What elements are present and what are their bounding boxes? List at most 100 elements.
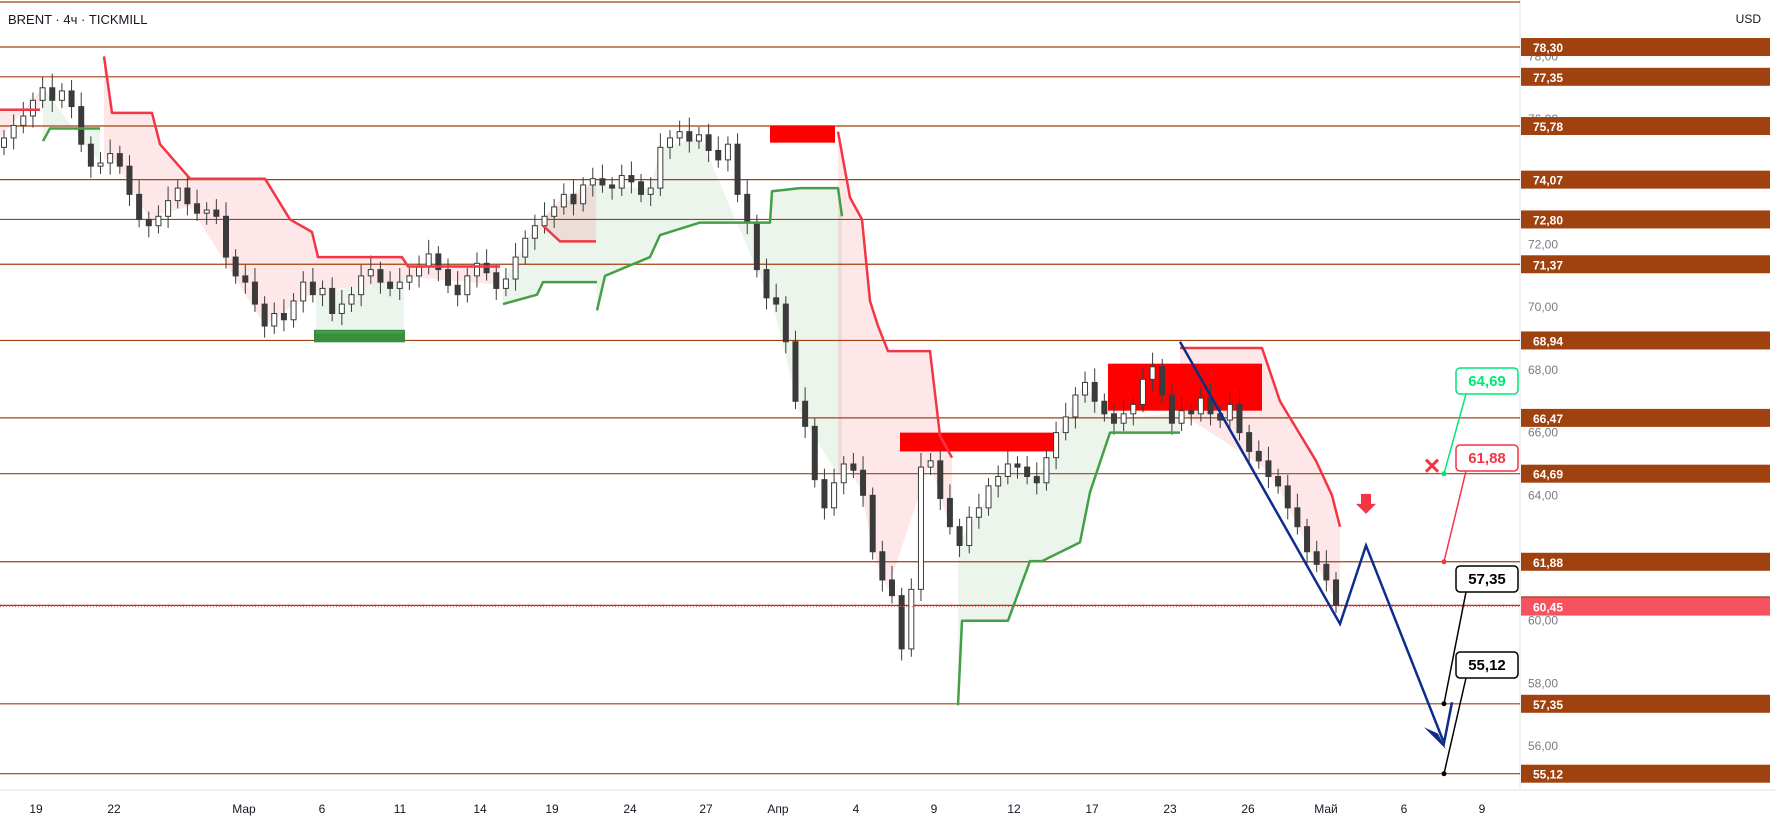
candle-down bbox=[1033, 476, 1040, 484]
level-label-bg bbox=[1521, 331, 1770, 350]
x-tick-label: Мар bbox=[232, 802, 256, 816]
candle-up bbox=[917, 466, 924, 590]
candle-down bbox=[387, 281, 394, 289]
level-label: 72,80 bbox=[1533, 213, 1563, 227]
candle-up bbox=[908, 588, 915, 650]
callout-pointer bbox=[1443, 677, 1467, 774]
level-label-bg bbox=[1521, 764, 1770, 783]
x-tick-label: 27 bbox=[699, 802, 713, 816]
candle-up bbox=[1120, 413, 1127, 424]
candle-down bbox=[705, 134, 712, 151]
candle-down bbox=[1323, 563, 1330, 581]
level-label-bg bbox=[1521, 408, 1770, 427]
trend-fill bbox=[597, 136, 842, 476]
candle-down bbox=[860, 469, 867, 496]
trailing-stop-green bbox=[41, 127, 100, 142]
candle-down bbox=[889, 579, 895, 597]
candle-up bbox=[1043, 457, 1050, 484]
candle-up bbox=[358, 275, 365, 296]
level-label: 71,37 bbox=[1533, 258, 1563, 272]
candle-up bbox=[39, 87, 46, 101]
candle-up bbox=[367, 269, 374, 277]
candle-up bbox=[203, 209, 210, 214]
callout-label: 61,88 bbox=[1468, 450, 1506, 467]
candle-down bbox=[686, 131, 693, 142]
callout-pointer bbox=[1443, 591, 1467, 704]
current-price-label-bg bbox=[1521, 597, 1770, 616]
candle-up bbox=[502, 278, 509, 289]
trailing-stop-green bbox=[956, 431, 1180, 706]
candle-down bbox=[1159, 366, 1166, 396]
candle-down bbox=[1246, 432, 1253, 452]
candle-up bbox=[618, 175, 625, 189]
x-tick-label: 14 bbox=[473, 802, 487, 816]
callout-pointer bbox=[1443, 470, 1467, 562]
candle-up bbox=[271, 312, 278, 327]
candle-down bbox=[956, 526, 963, 546]
candle-down bbox=[937, 460, 944, 499]
candle-up bbox=[20, 115, 27, 126]
y-tick-label: 68,00 bbox=[1528, 363, 1558, 377]
candle-up bbox=[522, 237, 529, 258]
callout-box bbox=[1455, 565, 1519, 593]
callout-box bbox=[1455, 444, 1519, 472]
candle-down bbox=[68, 90, 75, 108]
candle-down bbox=[734, 143, 741, 195]
x-tick-label: Апр bbox=[767, 802, 789, 816]
candle-down bbox=[898, 595, 905, 650]
callout-dot bbox=[1441, 559, 1447, 565]
candle-up bbox=[1139, 378, 1146, 405]
candle-up bbox=[647, 187, 654, 195]
candle-down bbox=[280, 312, 287, 321]
level-label: 55,12 bbox=[1533, 768, 1563, 782]
candle-down bbox=[1255, 450, 1262, 462]
supply-zone bbox=[770, 125, 835, 143]
candle-up bbox=[724, 143, 731, 161]
candle-down bbox=[1168, 394, 1175, 424]
candle-down bbox=[445, 269, 451, 286]
trailing-stop-green bbox=[502, 280, 597, 306]
candle-down bbox=[1207, 397, 1214, 415]
candle-down bbox=[811, 425, 818, 481]
callout-dot bbox=[1441, 771, 1447, 777]
candle-down bbox=[879, 551, 886, 581]
candle-down bbox=[628, 175, 635, 183]
callout-label: 55,12 bbox=[1468, 657, 1506, 674]
candle-down bbox=[49, 87, 56, 101]
supply-zone bbox=[900, 432, 1058, 452]
candle-down bbox=[454, 284, 461, 296]
candle-down bbox=[782, 303, 789, 343]
candle-down bbox=[1091, 381, 1098, 402]
x-tick-label: 24 bbox=[623, 802, 637, 816]
level-label-bg bbox=[1521, 694, 1770, 713]
candle-down bbox=[194, 203, 201, 214]
candle-up bbox=[1130, 403, 1137, 415]
candle-down bbox=[715, 149, 722, 161]
level-label: 68,94 bbox=[1533, 334, 1563, 348]
trailing-stop-red bbox=[542, 224, 596, 243]
candle-down bbox=[792, 341, 799, 402]
candle-up bbox=[1053, 432, 1060, 459]
x-tick-label: 22 bbox=[107, 802, 121, 816]
x-tick-label: 19 bbox=[29, 802, 43, 816]
trailing-stop-green bbox=[595, 186, 844, 311]
candle-up bbox=[966, 516, 973, 546]
candle-up bbox=[290, 300, 297, 321]
level-label: 64,69 bbox=[1533, 468, 1563, 482]
candle-down bbox=[1024, 466, 1031, 478]
candle-down bbox=[329, 287, 336, 314]
candle-up bbox=[107, 153, 114, 164]
candle-down bbox=[1304, 526, 1311, 553]
y-tick-label: 72,00 bbox=[1528, 238, 1558, 252]
candle-up bbox=[319, 287, 326, 296]
candle-down bbox=[753, 222, 760, 271]
callout-label: 57,35 bbox=[1468, 571, 1506, 588]
level-label: 77,35 bbox=[1533, 71, 1563, 85]
y-tick-label: 60,00 bbox=[1528, 614, 1558, 628]
candle-down bbox=[483, 262, 490, 274]
callout-box bbox=[1455, 367, 1519, 395]
callout-label: 64,69 bbox=[1468, 373, 1506, 390]
candle-up bbox=[589, 178, 596, 186]
